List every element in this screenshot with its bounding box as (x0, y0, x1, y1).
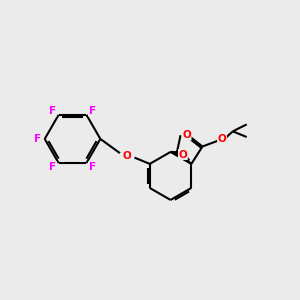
Text: O: O (122, 151, 131, 161)
Text: F: F (88, 162, 96, 172)
Text: O: O (218, 134, 226, 144)
Text: O: O (182, 130, 191, 140)
Text: F: F (50, 106, 56, 116)
Text: F: F (50, 162, 56, 172)
Text: F: F (88, 106, 96, 116)
Text: O: O (178, 149, 187, 160)
Text: F: F (34, 134, 41, 144)
